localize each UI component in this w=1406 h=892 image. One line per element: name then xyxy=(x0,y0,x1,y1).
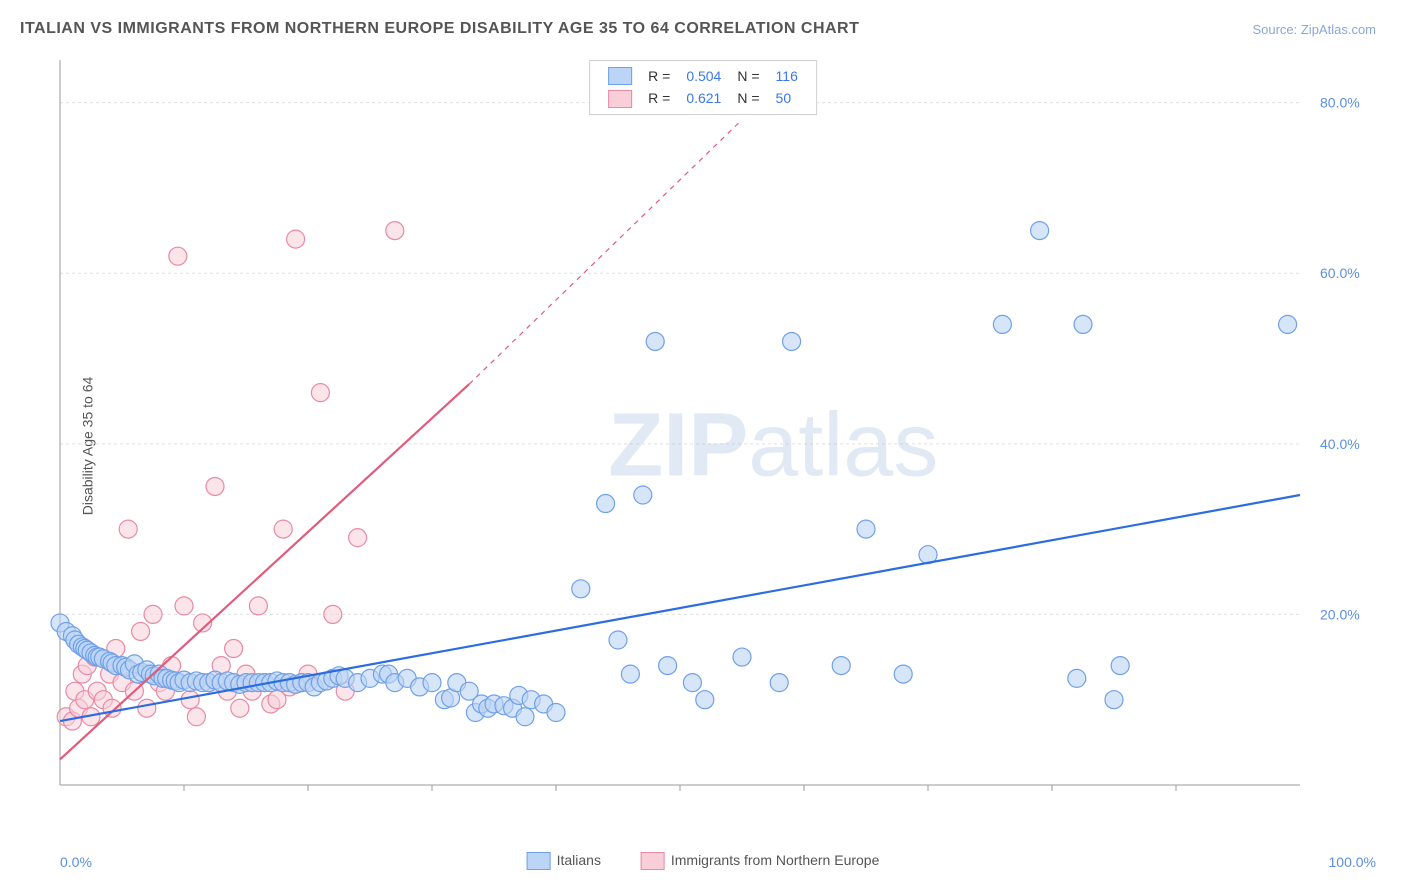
source-label: Source: ZipAtlas.com xyxy=(1252,22,1376,37)
legend-row-2: R = 0.621 N = 50 xyxy=(600,87,806,109)
svg-text:20.0%: 20.0% xyxy=(1320,606,1360,622)
legend-row-1: R = 0.504 N = 116 xyxy=(600,65,806,87)
svg-text:40.0%: 40.0% xyxy=(1320,436,1360,452)
x-axis-label-max: 100.0% xyxy=(1329,854,1376,870)
legend-swatch-italians-icon xyxy=(527,852,551,870)
n-value-1: 116 xyxy=(768,65,806,87)
r-label-2: R = xyxy=(640,87,678,109)
chart-title: ITALIAN VS IMMIGRANTS FROM NORTHERN EURO… xyxy=(20,20,859,38)
r-value-1: 0.504 xyxy=(678,65,729,87)
n-label-1: N = xyxy=(729,65,767,87)
x-axis-label-min: 0.0% xyxy=(60,854,92,870)
n-value-2: 50 xyxy=(768,87,806,109)
chart-area: 20.0% 40.0% 60.0% 80.0% xyxy=(50,55,1380,825)
legend-swatch-italians-icon xyxy=(608,67,632,85)
legend-label-italians: Italians xyxy=(557,852,601,868)
n-label-2: N = xyxy=(729,87,767,109)
r-value-2: 0.621 xyxy=(678,87,729,109)
legend-swatch-northern-europe-icon xyxy=(608,90,632,108)
legend-label-northern-europe: Immigrants from Northern Europe xyxy=(671,852,880,868)
series-legend: Italians Immigrants from Northern Europe xyxy=(509,852,898,870)
svg-text:60.0%: 60.0% xyxy=(1320,265,1360,281)
svg-text:80.0%: 80.0% xyxy=(1320,95,1360,111)
legend-swatch-northern-europe-icon xyxy=(641,852,665,870)
r-label-1: R = xyxy=(640,65,678,87)
correlation-legend: R = 0.504 N = 116 R = 0.621 N = 50 xyxy=(589,60,817,115)
legend-item-northern-europe: Immigrants from Northern Europe xyxy=(641,852,880,868)
legend-item-italians: Italians xyxy=(527,852,605,868)
